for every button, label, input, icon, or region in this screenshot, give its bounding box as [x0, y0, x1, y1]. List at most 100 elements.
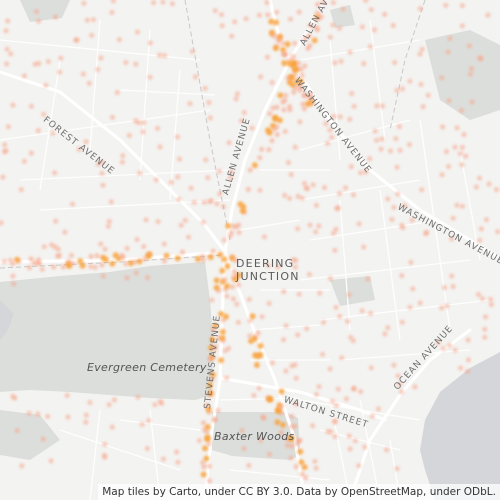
- density-dot: [224, 293, 230, 299]
- density-dot: [233, 96, 239, 102]
- density-dot: [205, 406, 212, 413]
- density-dot: [279, 421, 286, 428]
- density-dot: [301, 180, 307, 186]
- density-dot: [379, 136, 385, 142]
- density-dot: [182, 217, 188, 223]
- density-dot: [69, 201, 76, 207]
- density-dot: [307, 43, 313, 49]
- density-dot: [255, 330, 261, 336]
- density-dot: [253, 362, 260, 368]
- density-dot: [217, 191, 223, 197]
- density-dot: [109, 114, 116, 120]
- density-dot: [40, 436, 46, 442]
- density-dot: [289, 443, 295, 449]
- density-dot: [88, 263, 94, 270]
- density-dot: [201, 464, 207, 470]
- density-dot: [257, 342, 264, 349]
- density-dot: [359, 308, 365, 314]
- density-dot: [303, 474, 309, 481]
- density-dot: [68, 252, 75, 258]
- density-dot: [307, 222, 313, 228]
- density-dot: [332, 419, 338, 425]
- density-dot: [157, 52, 163, 58]
- density-dot: [330, 22, 336, 28]
- density-dot: [83, 139, 89, 145]
- density-dot: [268, 29, 275, 36]
- density-dot: [257, 155, 263, 161]
- density-dot: [112, 252, 119, 259]
- density-dot: [246, 462, 252, 469]
- density-dot: [94, 253, 100, 259]
- density-dot: [145, 253, 152, 260]
- density-dot: [225, 222, 232, 229]
- density-dot: [378, 146, 384, 152]
- density-dot: [278, 388, 285, 395]
- density-dot: [267, 111, 273, 117]
- density-dot: [219, 328, 226, 335]
- density-dot: [266, 300, 272, 306]
- density-dot: [109, 9, 115, 15]
- density-dot: [299, 72, 305, 78]
- density-dot: [52, 14, 59, 20]
- density-dot: [83, 419, 89, 425]
- density-dot: [58, 55, 64, 61]
- density-dot: [211, 346, 218, 352]
- density-dot: [185, 234, 192, 240]
- density-dot: [301, 464, 308, 471]
- density-dot: [344, 318, 351, 324]
- density-dot: [206, 441, 212, 447]
- density-dot: [100, 273, 106, 279]
- density-dot: [266, 451, 273, 457]
- density-dot: [283, 92, 289, 98]
- density-dot: [440, 124, 446, 130]
- density-dot: [229, 284, 235, 290]
- density-dot: [396, 124, 402, 130]
- density-dot: [102, 256, 109, 263]
- density-dot: [310, 423, 316, 429]
- place-label-line-2: JUNCTION: [236, 270, 300, 283]
- density-dot: [408, 259, 414, 265]
- density-dot: [123, 59, 129, 66]
- density-dot: [95, 66, 101, 73]
- density-dot: [209, 355, 215, 361]
- density-dot: [116, 37, 122, 43]
- density-dot: [232, 19, 238, 25]
- density-dot: [48, 458, 54, 464]
- density-dot: [482, 334, 488, 340]
- density-dot: [334, 205, 340, 211]
- density-dot: [256, 12, 262, 18]
- density-dot: [187, 101, 193, 107]
- density-dot: [28, 256, 34, 262]
- density-dot: [459, 203, 465, 209]
- density-dot: [303, 185, 309, 191]
- density-dot: [204, 429, 210, 435]
- density-dot: [204, 424, 211, 430]
- park-ne: [425, 30, 500, 120]
- density-dot: [222, 348, 228, 354]
- density-dot: [443, 149, 450, 155]
- density-dot: [212, 8, 218, 14]
- density-dot: [27, 265, 33, 271]
- washington-avenue-road: [288, 58, 500, 260]
- density-dot: [151, 0, 157, 6]
- density-dot: [259, 314, 265, 320]
- density-dot: [50, 130, 56, 136]
- density-dot: [304, 100, 311, 107]
- density-dot: [98, 241, 104, 247]
- density-dot: [375, 406, 381, 412]
- density-dot: [123, 261, 129, 267]
- density-dot: [233, 257, 239, 264]
- density-dot: [136, 258, 143, 265]
- water-west-edge: [0, 300, 14, 340]
- density-dot: [393, 136, 399, 142]
- density-dot: [417, 300, 423, 306]
- density-dot: [410, 286, 416, 292]
- density-dot: [320, 0, 326, 5]
- density-dot: [268, 18, 275, 25]
- density-dot: [249, 125, 255, 131]
- density-dot: [418, 81, 424, 87]
- density-dot: [161, 53, 168, 59]
- density-dot: [51, 264, 57, 270]
- density-dot: [174, 134, 181, 140]
